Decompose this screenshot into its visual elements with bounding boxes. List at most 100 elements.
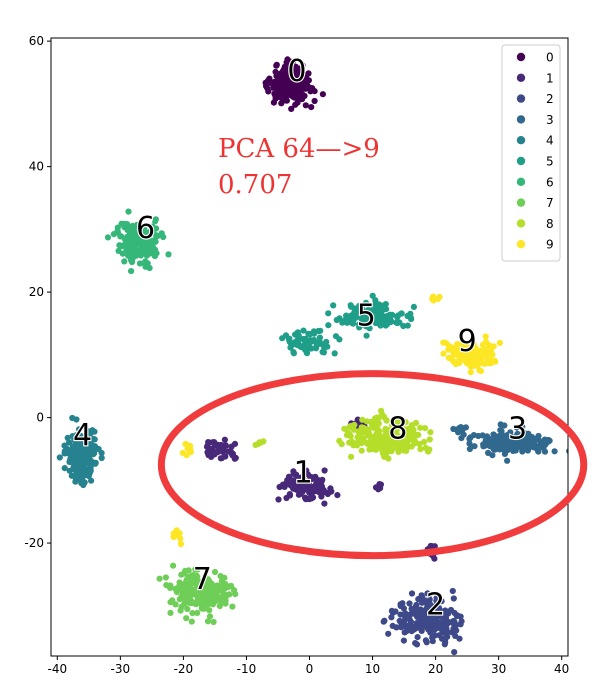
data-point-class-6 xyxy=(119,242,127,249)
data-point-class-7 xyxy=(195,586,202,593)
data-point-class-5 xyxy=(361,314,368,321)
data-point-class-7 xyxy=(181,600,188,607)
data-point-class-8 xyxy=(358,447,365,454)
data-point-class-5 xyxy=(383,306,390,313)
data-point-class-4 xyxy=(66,439,73,446)
data-point-class-8 xyxy=(363,418,370,425)
legend: 0 1 2 3 4 5 6 7 8 9 xyxy=(501,44,561,262)
x-tick-label: 20 xyxy=(428,662,443,676)
data-point-class-0 xyxy=(297,90,305,97)
data-point-class-6 xyxy=(104,234,112,241)
data-point-class-5 xyxy=(333,316,340,324)
data-point-class-8 xyxy=(422,444,429,451)
data-point-class-7 xyxy=(222,581,229,588)
data-point-class-6 xyxy=(119,250,126,257)
data-point-class-8 xyxy=(388,441,395,448)
data-point-class-6 xyxy=(144,240,151,247)
data-point-class-9 xyxy=(470,359,477,366)
x-tick-label: 0 xyxy=(306,662,314,676)
data-point-class-4 xyxy=(69,433,76,440)
data-point-class-3 xyxy=(551,448,558,455)
data-point-class-4 xyxy=(73,456,81,464)
data-point-class-3 xyxy=(504,438,511,445)
data-point-class-2 xyxy=(414,634,421,641)
data-point-class-6 xyxy=(124,221,131,228)
data-point-class-4 xyxy=(98,449,105,457)
cluster-label-3: 3 xyxy=(508,412,527,447)
x-tick-label: 40 xyxy=(554,662,569,676)
data-point-class-4 xyxy=(64,434,71,441)
data-point-class-6 xyxy=(150,238,157,245)
data-point-class-1 xyxy=(208,453,215,460)
data-point-class-9 xyxy=(464,347,471,354)
data-point-class-5 xyxy=(332,333,340,340)
data-point-class-2 xyxy=(405,615,412,622)
data-point-class-8 xyxy=(379,446,386,454)
data-point-class-3 xyxy=(485,449,492,456)
data-point-class-3 xyxy=(519,423,526,430)
data-point-class-4 xyxy=(79,470,86,477)
data-point-class-8 xyxy=(341,425,348,432)
data-point-class-2 xyxy=(457,613,464,620)
data-point-class-5 xyxy=(394,314,401,321)
data-point-class-6 xyxy=(153,232,160,239)
data-point-class-4 xyxy=(67,456,74,463)
data-point-class-4 xyxy=(81,445,88,452)
data-point-class-0 xyxy=(292,63,300,70)
data-point-class-5 xyxy=(317,327,324,334)
data-point-class-6 xyxy=(132,236,139,243)
data-point-class-5 xyxy=(404,322,411,329)
data-point-class-5 xyxy=(316,334,323,341)
data-point-class-5 xyxy=(325,310,332,317)
data-point-class-2 xyxy=(433,602,440,610)
data-point-class-5 xyxy=(378,302,386,309)
data-point-class-7 xyxy=(178,571,185,578)
data-point-class-0 xyxy=(282,90,289,97)
data-point-class-9 xyxy=(476,367,483,374)
highlight-ellipse xyxy=(157,370,588,560)
data-point-class-3 xyxy=(458,426,465,433)
data-point-class-6 xyxy=(160,233,167,241)
x-tick-label: -20 xyxy=(174,662,194,676)
data-point-class-4 xyxy=(69,444,76,451)
data-point-class-8 xyxy=(417,446,424,453)
data-point-class-5 xyxy=(350,320,357,327)
data-point-class-8 xyxy=(412,419,420,426)
data-point-class-6 xyxy=(136,260,144,267)
data-point-class-2 xyxy=(381,617,388,624)
data-point-class-0 xyxy=(305,70,312,77)
data-point-class-5 xyxy=(279,335,286,342)
data-point-class-7 xyxy=(209,601,217,608)
data-point-class-2 xyxy=(450,595,457,602)
scatter-points-layer xyxy=(56,56,568,656)
data-point-class-3 xyxy=(528,436,535,443)
data-point-class-0 xyxy=(291,77,299,84)
data-point-class-5 xyxy=(373,312,380,319)
data-point-class-3 xyxy=(507,432,514,439)
data-point-class-8 xyxy=(348,453,355,460)
legend-marker-9 xyxy=(516,240,526,249)
data-point-class-1 xyxy=(283,494,290,502)
data-point-class-1 xyxy=(285,473,293,480)
data-point-class-5 xyxy=(331,350,338,357)
data-point-class-1 xyxy=(229,452,236,459)
data-point-class-2 xyxy=(451,618,458,625)
data-point-class-3 xyxy=(513,424,520,431)
data-point-class-6 xyxy=(152,218,159,225)
data-point-class-5 xyxy=(313,342,320,349)
data-point-class-8 xyxy=(426,436,433,443)
cluster-label-8: 8 xyxy=(388,412,407,447)
data-point-class-9 xyxy=(440,350,447,357)
data-point-class-0 xyxy=(305,77,312,84)
data-point-class-9 xyxy=(177,535,184,542)
data-point-class-0 xyxy=(292,91,299,98)
data-point-class-7 xyxy=(206,607,213,614)
data-point-class-9 xyxy=(430,297,437,304)
x-tick-label: -40 xyxy=(48,662,68,676)
data-point-class-3 xyxy=(466,435,473,442)
data-point-class-0 xyxy=(285,82,292,89)
data-point-class-2 xyxy=(404,623,411,631)
data-point-class-0 xyxy=(300,80,307,88)
data-point-class-1 xyxy=(228,443,235,450)
y-tick-label: 40 xyxy=(29,160,44,174)
